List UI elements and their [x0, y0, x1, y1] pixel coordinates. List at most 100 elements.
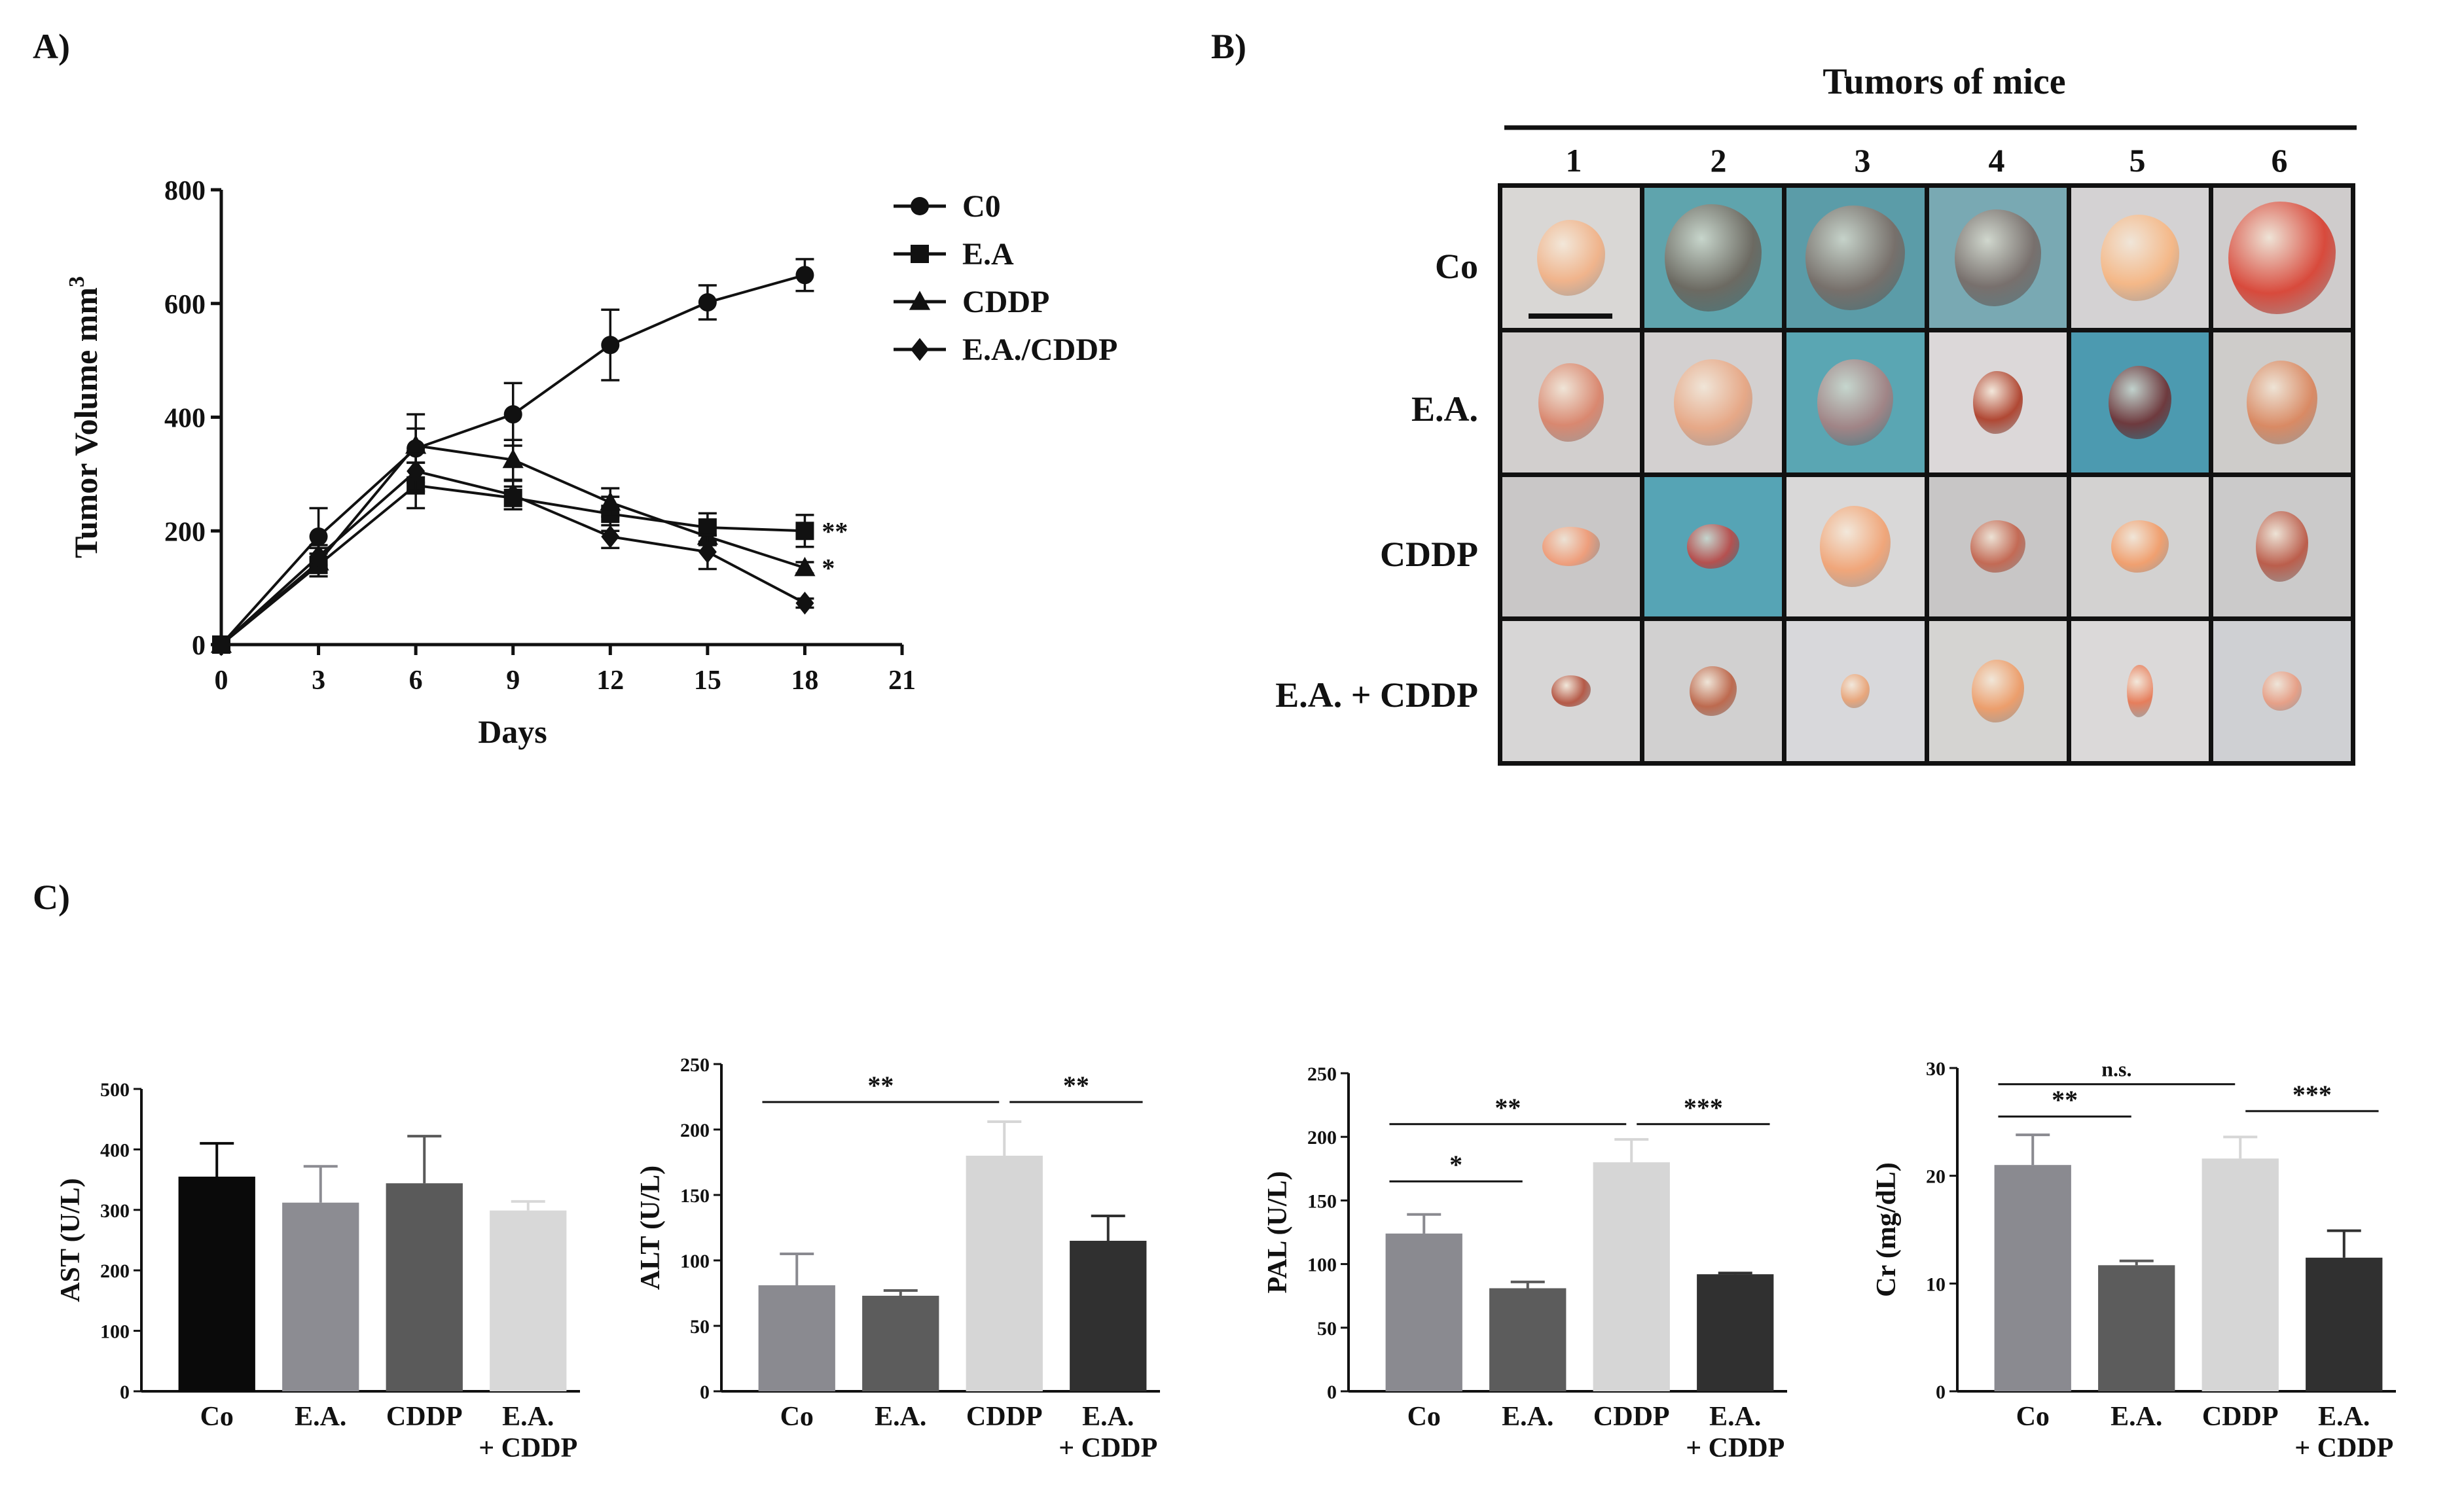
y-axis-label: PAL (U/L) — [1263, 1171, 1293, 1293]
tumor-photo-cell — [1929, 621, 2067, 761]
bar — [1385, 1233, 1462, 1391]
tumor-row-label: E.A. + CDDP — [1275, 675, 1478, 715]
tumor-specimen — [2126, 665, 2153, 718]
x-tick-label: Co — [1407, 1402, 1441, 1432]
bar — [758, 1285, 835, 1391]
bar — [1994, 1165, 2071, 1391]
x-tick-label: 0 — [215, 666, 228, 696]
y-tick-label: 10 — [1926, 1273, 1946, 1295]
x-tick-label: CDDP — [2202, 1402, 2279, 1432]
tumor-column-label: 6 — [2272, 142, 2288, 179]
data-point — [212, 633, 230, 656]
data-point — [795, 522, 814, 541]
y-tick-label: 150 — [1307, 1190, 1337, 1212]
x-tick-label: E.A. — [295, 1402, 346, 1432]
significance-label: n.s. — [2101, 1058, 2131, 1081]
data-point — [698, 293, 717, 312]
x-tick-label: 18 — [791, 666, 818, 696]
tumor-specimen — [1687, 524, 1740, 569]
tumor-photo-cell — [2213, 332, 2351, 472]
x-tick-label: Co — [2016, 1402, 2050, 1432]
data-point — [405, 435, 427, 454]
y-tick-label: 0 — [1327, 1381, 1337, 1403]
x-tick-label: 15 — [694, 666, 721, 696]
tumor-header: Tumors of mice 1 2 3 4 5 6 Co E.A. CDDP E.A. + C… — [1275, 62, 2357, 715]
bar — [966, 1156, 1043, 1391]
tumor-photo-cell — [1502, 476, 1640, 617]
tumor-row-label: CDDP — [1380, 535, 1478, 574]
x-tick-label-line: E.A. — [1082, 1402, 1134, 1432]
x-tick-label-line: E.A. — [2318, 1402, 2370, 1432]
tumor-specimen — [1954, 209, 2041, 306]
significance-label: * — [822, 554, 835, 583]
significance-label: * — [1449, 1150, 1462, 1179]
legend-marker — [911, 338, 929, 361]
tumor-photo-cell — [1502, 621, 1640, 761]
bar — [862, 1296, 939, 1391]
tumor-photo-cell — [2213, 621, 2351, 761]
tumor-specimen — [1690, 666, 1737, 717]
y-tick-label: 600 — [164, 290, 206, 320]
y-tick-label: 0 — [1936, 1381, 1946, 1403]
significance-label: ** — [1495, 1093, 1521, 1122]
x-tick-label: 6 — [409, 666, 423, 696]
y-tick-label: 50 — [690, 1316, 710, 1338]
tumor-photo-cell — [1502, 332, 1640, 472]
tumor-photo-cell — [1644, 332, 1783, 472]
y-axis-label: Cr (mg/dL) — [1872, 1162, 1902, 1297]
data-point — [503, 405, 522, 424]
y-tick-label: 100 — [100, 1321, 130, 1343]
tumor-specimen — [2262, 671, 2302, 711]
x-tick-label-line: + CDDP — [479, 1433, 577, 1463]
tumor-photo-cell — [2071, 621, 2209, 761]
x-tick-label: CDDP — [1593, 1402, 1670, 1432]
tumor-specimen — [1538, 363, 1604, 442]
x-tick-label: 21 — [888, 666, 916, 696]
x-tick-label: E.A. + CDDP — [2294, 1402, 2393, 1463]
panel-label-a: A) — [33, 27, 70, 66]
tumor-column-label: 4 — [1989, 142, 2005, 179]
y-tick-label: 0 — [120, 1381, 130, 1403]
bar — [490, 1210, 567, 1391]
x-tick-label: 9 — [506, 666, 520, 696]
tumor-specimen — [2255, 511, 2308, 582]
tumor-photo-cell — [2071, 332, 2209, 472]
tumor-specimen — [1551, 675, 1591, 707]
bar — [282, 1202, 359, 1391]
y-axis-label: AST (U/L) — [56, 1178, 86, 1302]
x-tick-label: E.A. — [2111, 1402, 2162, 1432]
data-point — [503, 484, 522, 507]
data-point — [407, 459, 426, 483]
x-axis-label: Days — [478, 713, 547, 750]
data-point — [795, 592, 814, 615]
tumor-specimen — [1970, 520, 2025, 573]
tumor-column-label: 1 — [1566, 142, 1582, 179]
legend-marker — [911, 197, 929, 215]
y-tick-label: 400 — [164, 404, 206, 434]
x-tick-label-line: E.A. — [502, 1402, 554, 1432]
y-tick-label: 50 — [1317, 1318, 1337, 1340]
y-tick-label: 250 — [680, 1054, 710, 1076]
scale-bar — [1529, 313, 1612, 319]
x-tick-label: Co — [200, 1402, 234, 1432]
tumor-photo-cell — [1644, 476, 1783, 617]
series-e-a-cddp: E.A./CDDP — [212, 332, 1117, 656]
x-tick-label: Co — [780, 1402, 814, 1432]
y-axis-label: Tumor Volume mm3 — [65, 276, 104, 558]
significance-label: *** — [1684, 1093, 1723, 1122]
tumor-specimen — [2246, 360, 2317, 444]
tumor-column-label: 2 — [1711, 142, 1727, 179]
tumor-title: Tumors of mice — [1822, 62, 2065, 102]
y-tick-label: 200 — [164, 517, 206, 547]
tumor-volume-line-chart: 0 200 400 600 800 0 3 6 9 12 15 18 21 Days Tumor Volum… — [65, 176, 1117, 750]
legend-label: CDDP — [962, 285, 1049, 319]
x-tick-label: E.A. + CDDP — [479, 1402, 577, 1463]
tumor-photo-cell — [1502, 188, 1640, 328]
y-tick-label: 800 — [164, 176, 206, 206]
data-point — [502, 448, 524, 469]
y-tick-label: 100 — [1307, 1255, 1337, 1276]
data-point — [698, 540, 717, 563]
bar — [2306, 1257, 2383, 1391]
